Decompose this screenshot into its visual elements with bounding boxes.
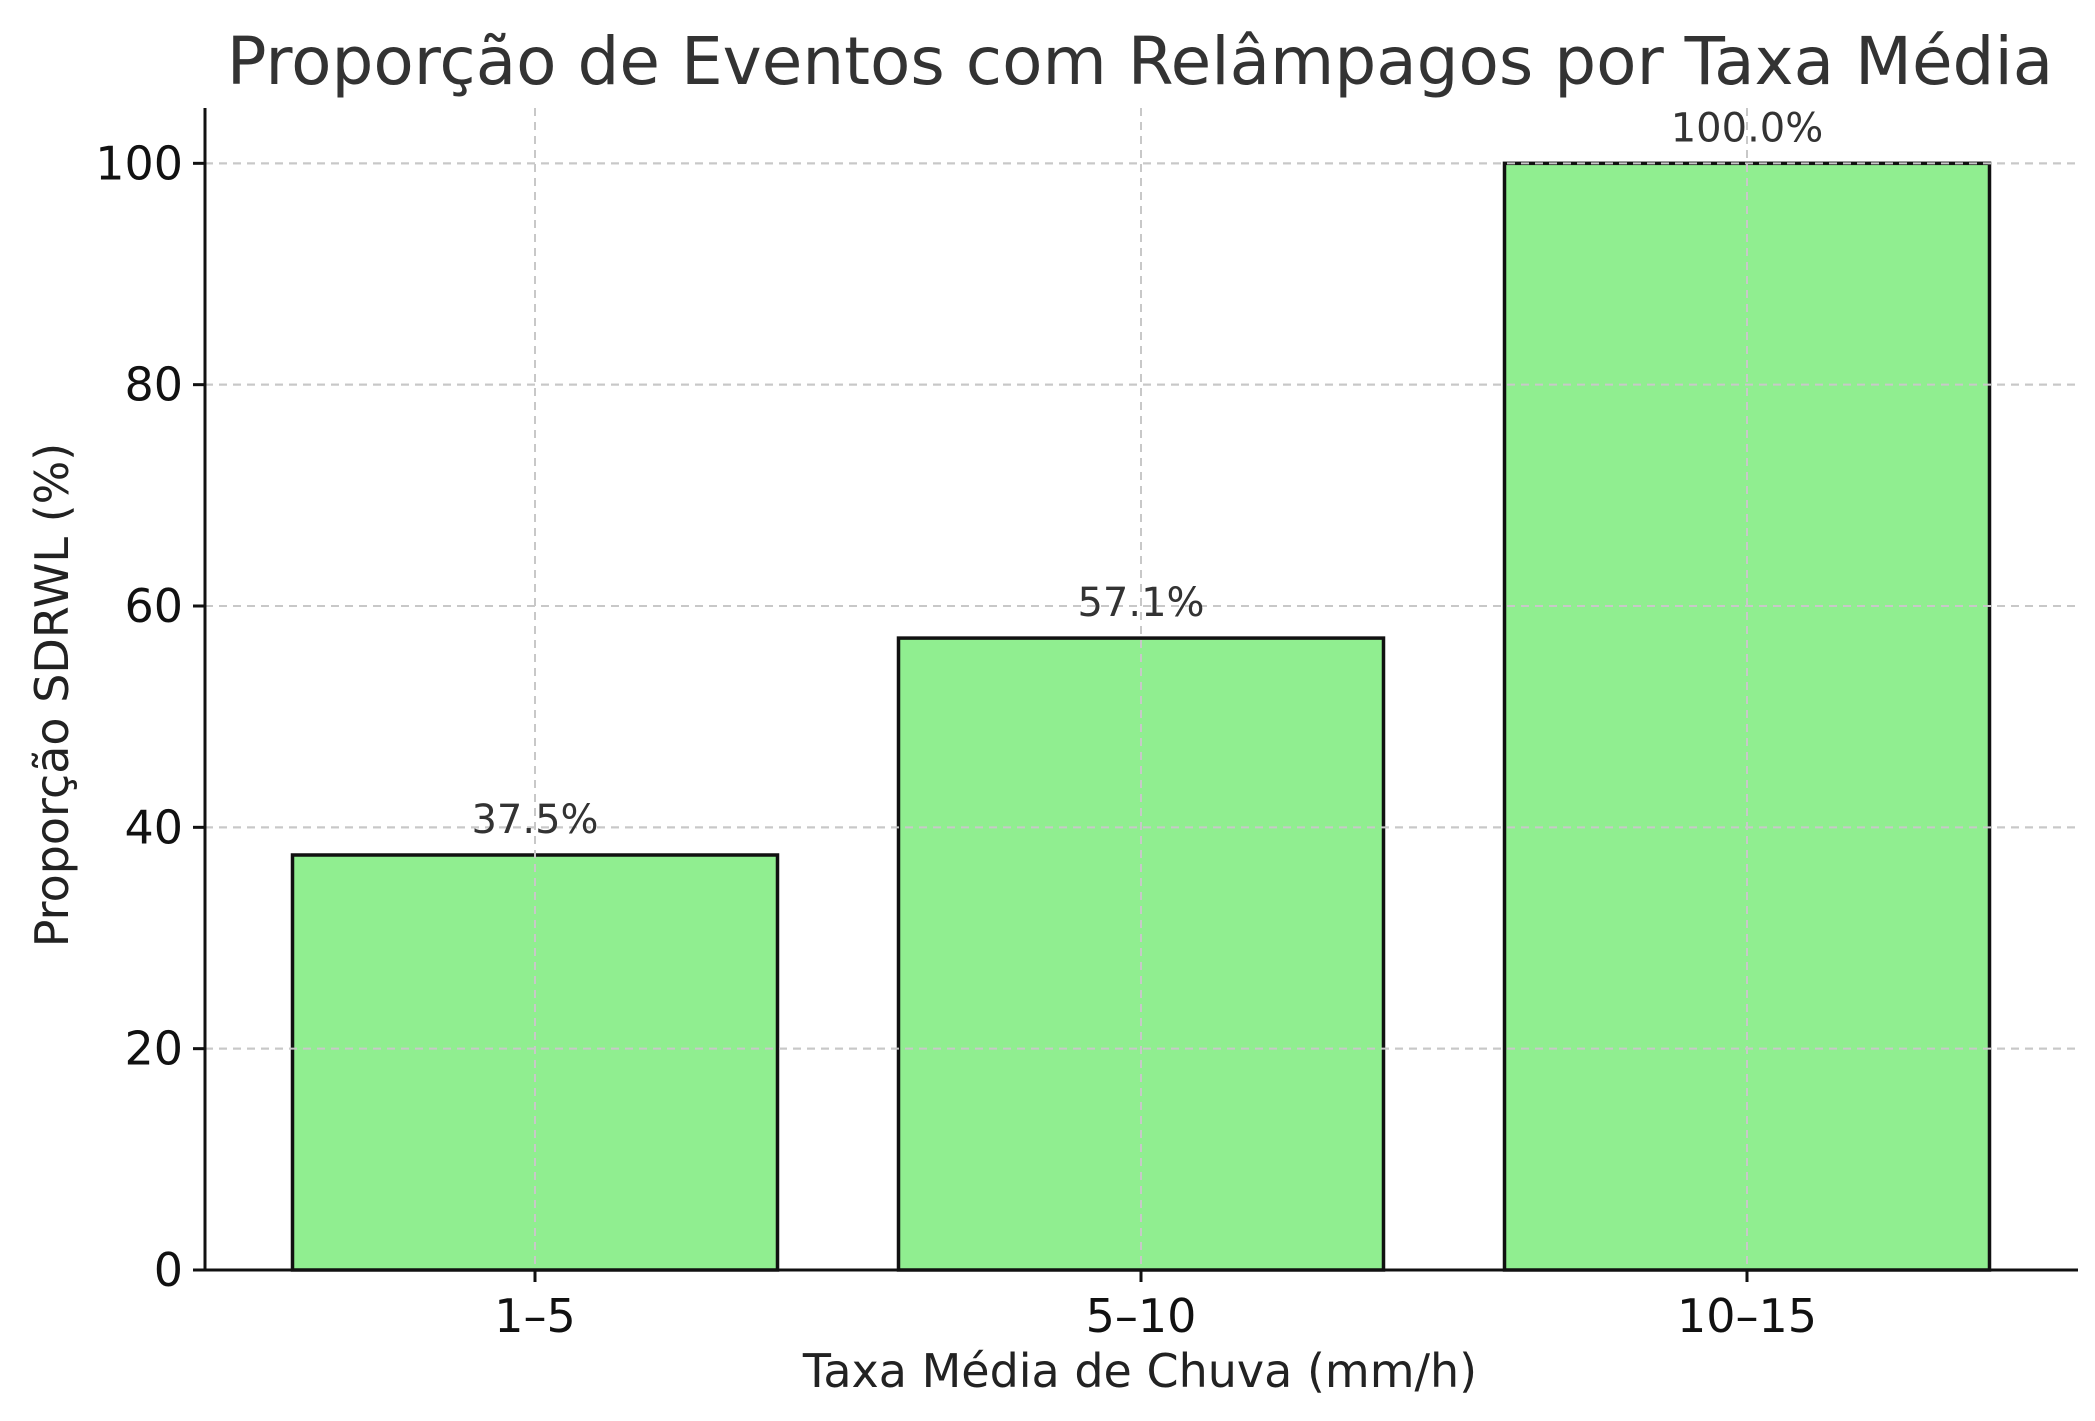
y-tick-label: 0 (154, 1243, 183, 1297)
y-tick-label: 20 (124, 1022, 183, 1076)
y-tick-label: 60 (124, 579, 183, 633)
y-tick-label: 100 (95, 136, 183, 190)
axes (193, 108, 2078, 1282)
data-label: 100.0% (1671, 105, 1824, 151)
y-axis-label: Proporção SDRWL (%) (25, 443, 79, 948)
data-label: 37.5% (471, 797, 598, 843)
x-tick-label: 10–15 (1677, 1289, 1817, 1343)
y-tick-label: 40 (124, 800, 183, 854)
x-tick-label: 1–5 (494, 1289, 576, 1343)
bars (205, 108, 2078, 1272)
data-label: 57.1% (1077, 580, 1204, 626)
y-tick-label: 80 (124, 358, 183, 412)
data-labels: 37.5% 57.1% 100.0% (471, 105, 1823, 843)
x-axis-label: Taxa Média de Chuva (mm/h) (802, 1344, 1477, 1398)
chart-title: Proporção de Eventos com Relâmpagos por … (227, 23, 2053, 100)
x-tick-label: 5–10 (1086, 1289, 1197, 1343)
tick-labels: 0 20 40 60 80 100 1–5 5–10 10–15 (95, 136, 1817, 1343)
